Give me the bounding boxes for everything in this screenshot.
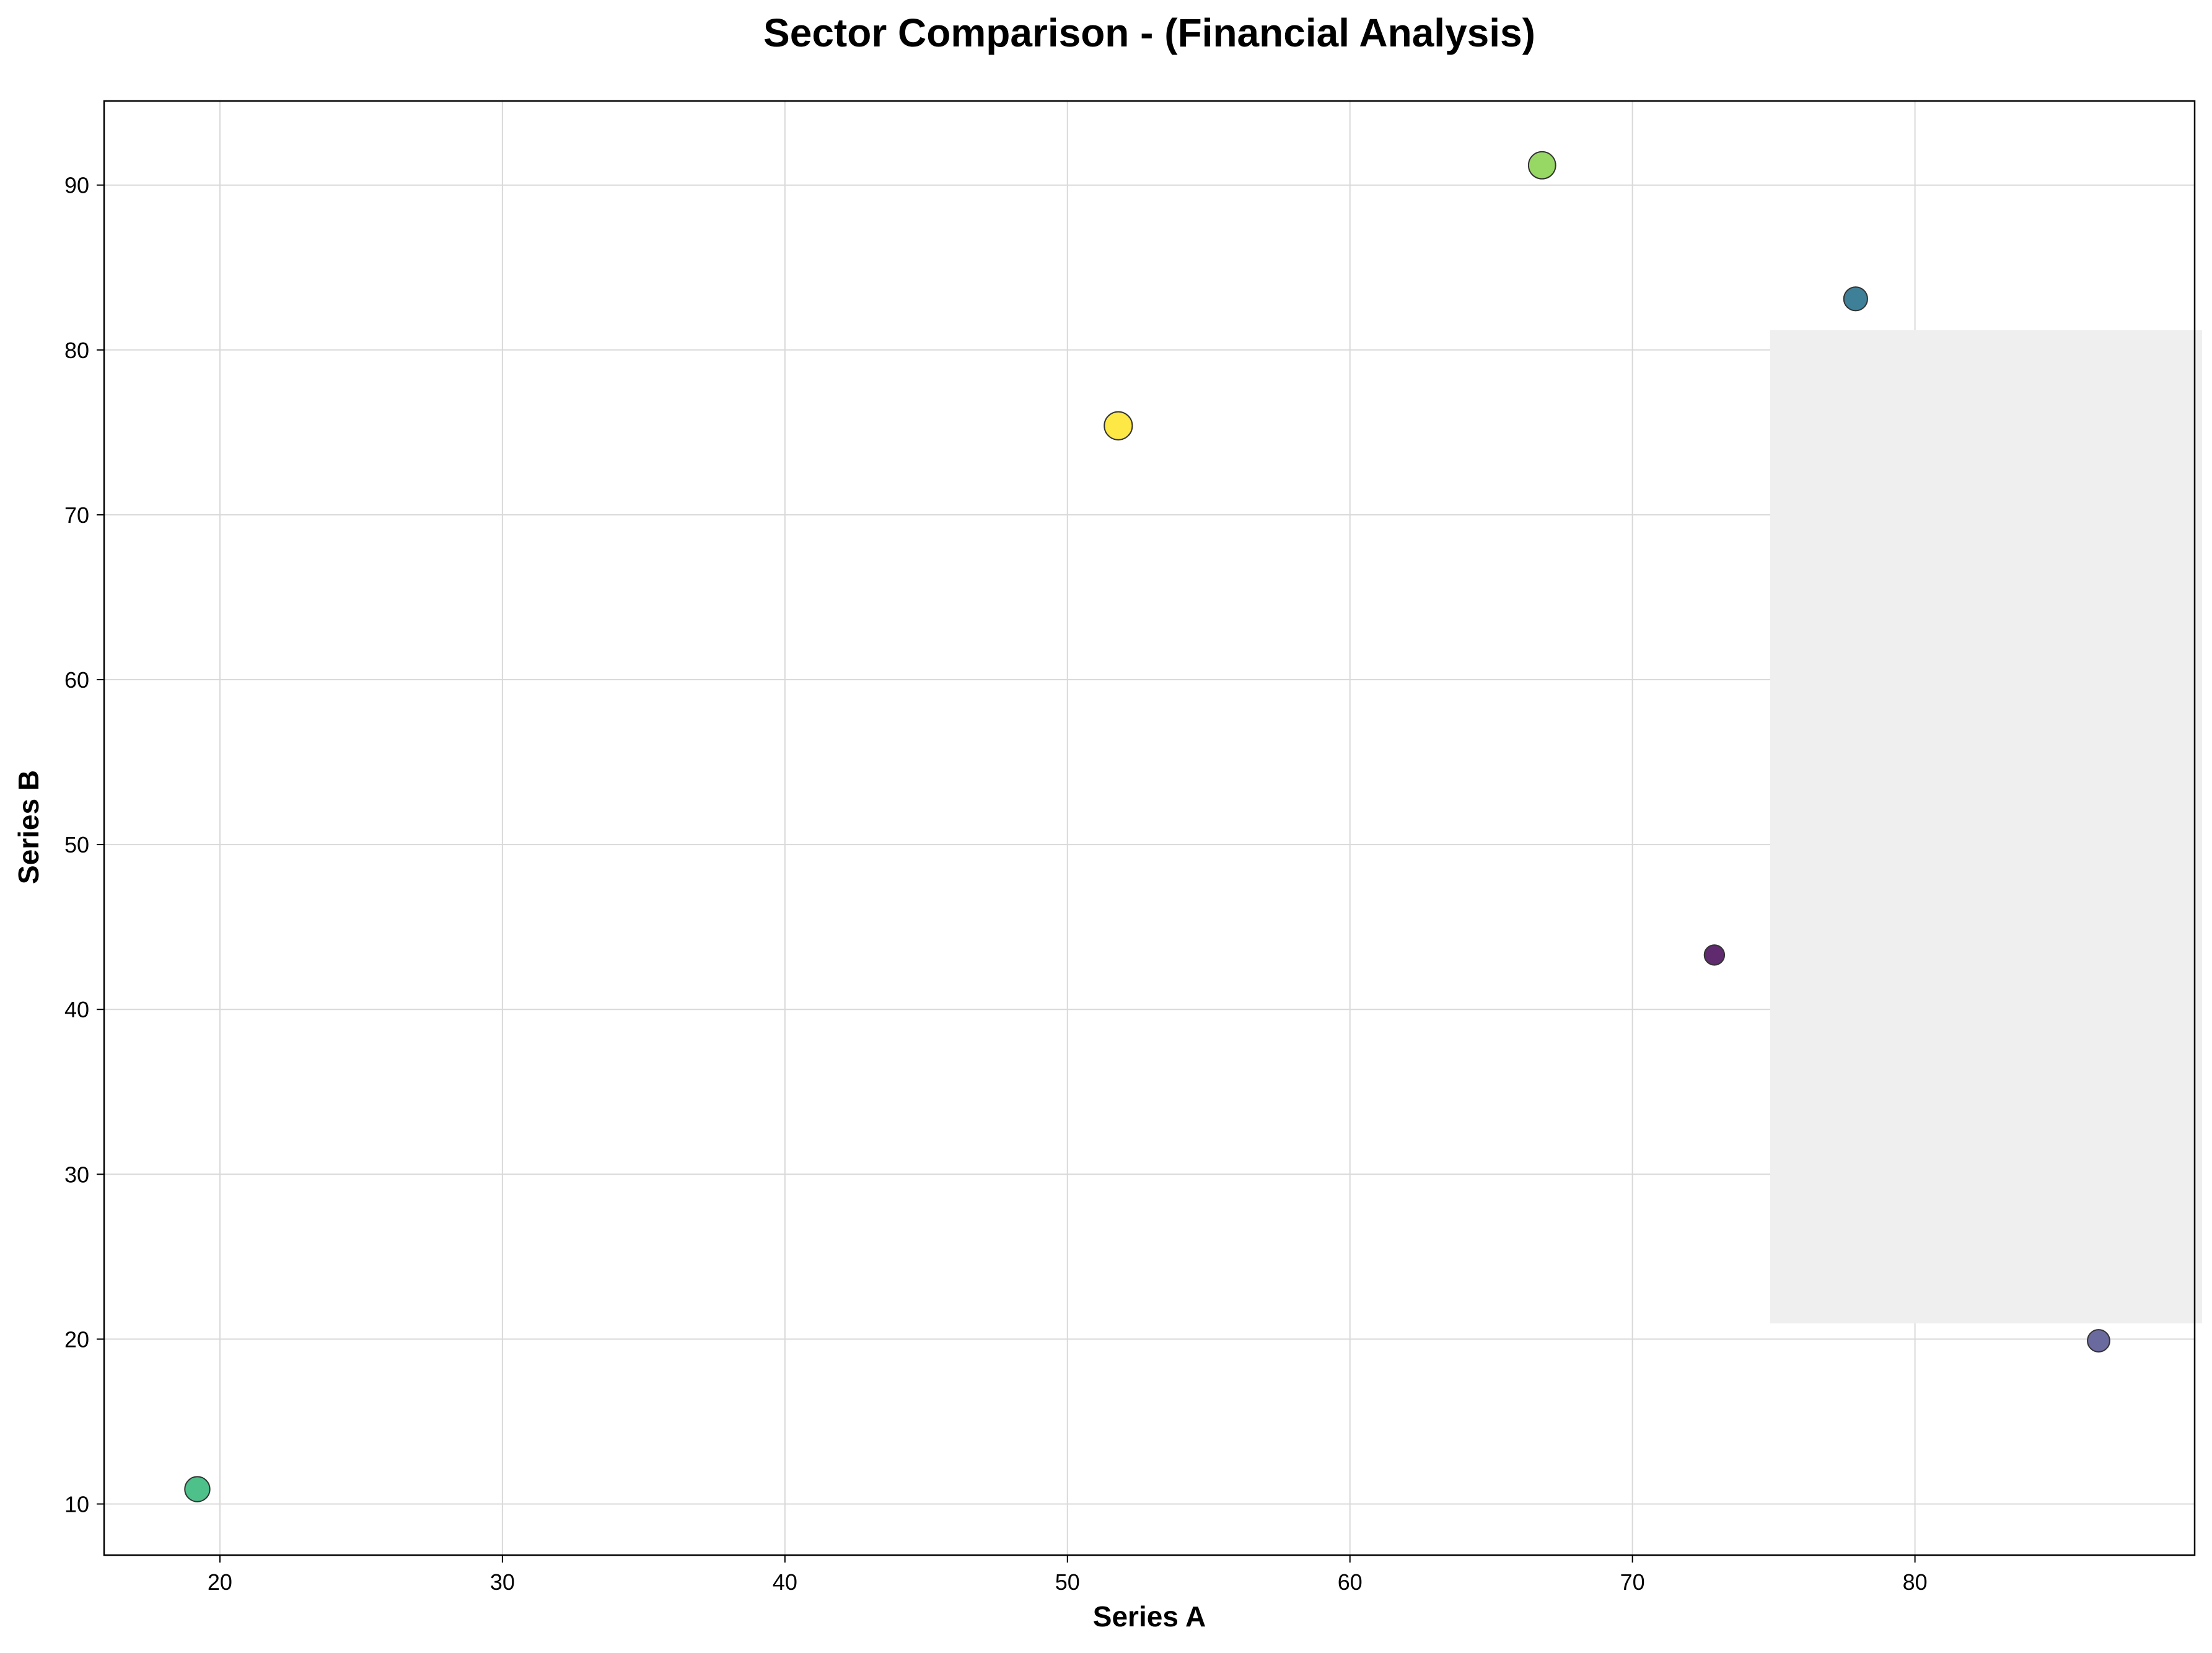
y-tick-label: 10 xyxy=(64,1492,89,1517)
chart-title: Sector Comparison - (Financial Analysis) xyxy=(763,11,1535,55)
y-tick-label: 50 xyxy=(64,832,89,857)
x-tick-label: 80 xyxy=(1903,1569,1928,1595)
x-tick-label: 30 xyxy=(490,1569,515,1595)
scatter-point xyxy=(1703,944,1726,966)
scatter-point xyxy=(2087,1329,2110,1353)
scatter-point xyxy=(184,1476,211,1502)
y-tick-label: 90 xyxy=(64,173,89,198)
y-tick-label: 20 xyxy=(64,1326,89,1352)
x-tick-label: 60 xyxy=(1338,1569,1363,1595)
y-tick-label: 80 xyxy=(64,338,89,363)
plot-frame xyxy=(103,100,2196,1556)
x-axis-label: Series A xyxy=(1093,1600,1206,1633)
scatter-point xyxy=(1104,411,1133,441)
scatter-point xyxy=(1843,286,1868,312)
overlay-panel xyxy=(1770,330,2202,1323)
scatter-point xyxy=(1527,151,1556,180)
y-axis-label: Series B xyxy=(12,770,45,884)
y-tick-label: 60 xyxy=(64,667,89,693)
y-tick-label: 70 xyxy=(64,502,89,528)
y-tick-label: 40 xyxy=(64,997,89,1022)
y-tick-label: 30 xyxy=(64,1162,89,1187)
x-tick-label: 20 xyxy=(208,1569,232,1595)
x-tick-label: 70 xyxy=(1620,1569,1645,1595)
data-points xyxy=(184,151,2110,1502)
axis-ticks: 20 30 40 50 60 70 80 10 20 30 40 50 60 70 80 90 xyxy=(64,173,1928,1595)
x-tick-label: 50 xyxy=(1055,1569,1080,1595)
x-tick-label: 40 xyxy=(773,1569,797,1595)
